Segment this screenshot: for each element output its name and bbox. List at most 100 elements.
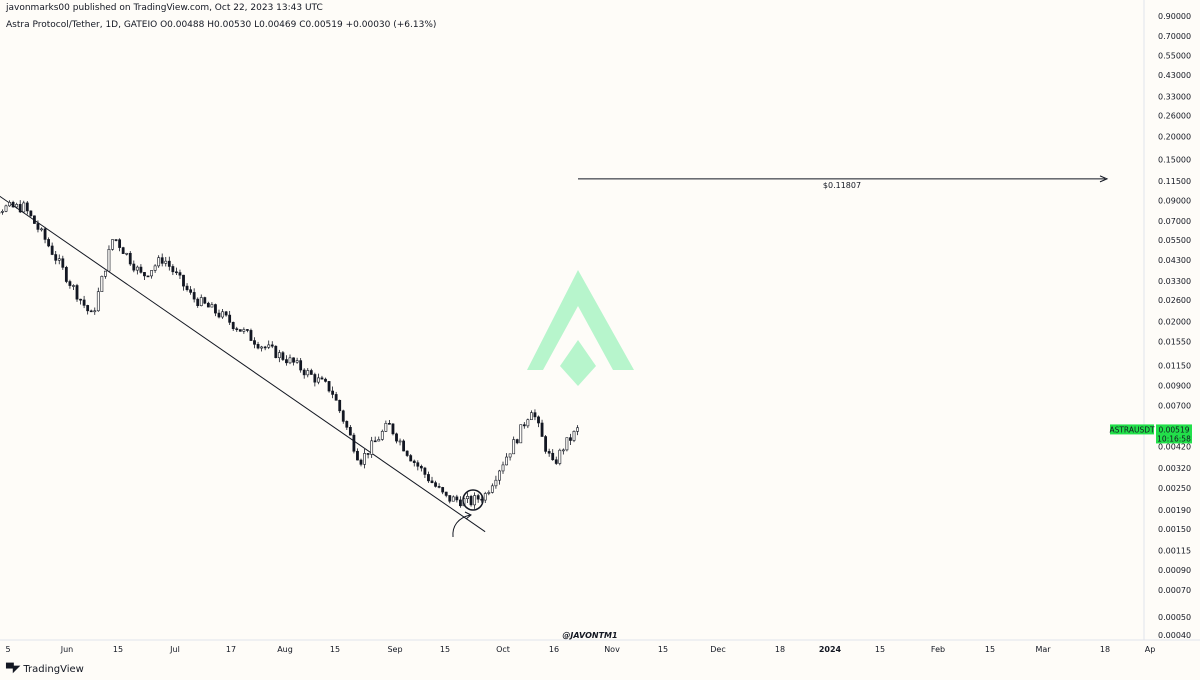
y-tick-label: 0.26000 <box>1158 112 1191 121</box>
x-tick-label: 16 <box>549 645 559 654</box>
candle-body <box>29 210 33 217</box>
candle-body <box>317 377 320 383</box>
candle-body <box>93 310 97 313</box>
candle-body <box>256 344 260 349</box>
candle-body <box>64 267 68 282</box>
high-value: H0.00530 <box>207 20 252 30</box>
x-tick-label: 15 <box>330 645 340 654</box>
y-tick-label: 0.00320 <box>1158 464 1191 473</box>
candle-body <box>68 281 72 286</box>
candle-body <box>522 424 526 427</box>
y-tick-label: 0.00250 <box>1158 484 1191 493</box>
x-tick-label: 17 <box>226 645 236 654</box>
candle-body <box>292 357 295 363</box>
y-tick-label: 0.02000 <box>1158 317 1191 326</box>
y-tick-label: 0.00040 <box>1158 631 1191 640</box>
candle-body <box>341 410 345 422</box>
candle-body <box>246 329 249 331</box>
candle-body <box>270 344 274 347</box>
x-tick-label: 15 <box>875 645 885 654</box>
candle-body <box>199 297 203 306</box>
candle-body <box>434 482 437 487</box>
candle-body <box>380 431 384 440</box>
candle-body <box>196 298 200 306</box>
candle-body <box>217 312 221 318</box>
y-tick-label: 0.33000 <box>1158 92 1191 101</box>
candle-body <box>487 492 491 494</box>
astra-logo-diamond <box>560 340 596 386</box>
candle-body <box>253 340 256 345</box>
candle-body <box>146 275 150 278</box>
candle-body <box>260 346 264 349</box>
candle-body <box>175 271 178 274</box>
candle-body <box>189 289 193 293</box>
astra-logo-icon <box>527 270 634 370</box>
candle-body <box>419 465 423 469</box>
y-tick-label: 0.55000 <box>1158 52 1191 61</box>
x-tick-label: 18 <box>1100 645 1110 654</box>
candle-body <box>203 297 207 304</box>
candle-body <box>412 460 416 463</box>
footer: ▀◤ TradingView <box>6 664 84 675</box>
candle-body <box>466 496 469 500</box>
watermark-text: @JAVONTM1 <box>562 631 617 640</box>
candle-body <box>221 311 224 318</box>
candle-body <box>334 394 338 401</box>
candle-body <box>135 266 139 271</box>
candle-body <box>572 431 576 441</box>
candle-body <box>576 427 579 432</box>
candle-body <box>178 272 182 276</box>
candle-body <box>118 239 122 248</box>
candle-body <box>277 352 281 359</box>
price-badge <box>1156 424 1192 444</box>
downtrend-line <box>0 195 486 533</box>
candle-body <box>530 412 533 421</box>
candle-body <box>437 486 441 488</box>
y-tick-label: 0.00420 <box>1158 442 1191 451</box>
candle-body <box>192 292 196 300</box>
candle-body <box>501 464 505 472</box>
candle-body <box>402 440 406 452</box>
candle-body <box>1 211 4 213</box>
candle-body <box>483 493 487 501</box>
candle-body <box>128 252 132 265</box>
candle-body <box>370 440 374 455</box>
candle-body <box>512 439 516 455</box>
y-tick-label: 0.01150 <box>1158 362 1191 371</box>
candle-body <box>100 275 104 292</box>
candle-body <box>274 345 278 359</box>
x-tick-label: 15 <box>113 645 123 654</box>
y-tick-label: 0.43000 <box>1158 71 1191 80</box>
candle-body <box>540 422 544 437</box>
candle-body <box>214 304 217 314</box>
candle-body <box>359 459 363 465</box>
y-tick-label: 0.09000 <box>1158 197 1191 206</box>
y-tick-label: 0.07000 <box>1158 217 1191 226</box>
candle-body <box>324 378 327 382</box>
y-tick-label: 0.11500 <box>1158 177 1191 186</box>
y-tick-label: 0.02600 <box>1158 296 1191 305</box>
candle-body <box>345 421 349 428</box>
candle-body <box>33 215 36 224</box>
candle-body <box>441 487 445 493</box>
candle-body <box>61 258 65 268</box>
y-tick-label: 0.05500 <box>1158 236 1191 245</box>
candle-body <box>4 205 8 212</box>
candle-body <box>25 202 29 212</box>
candle-body <box>444 491 448 496</box>
candle-body <box>391 423 395 435</box>
target-label: $0.11807 <box>823 181 861 190</box>
candle-body <box>309 370 313 375</box>
candle-body <box>388 423 391 425</box>
x-tick-label: 15 <box>985 645 995 654</box>
candle-body <box>398 440 402 443</box>
candle-body <box>157 257 161 267</box>
candle-body <box>57 258 61 261</box>
candle-body <box>125 252 129 255</box>
candle-body <box>43 228 47 240</box>
symbol-badge-label: ASTRAUSDT <box>1109 425 1155 434</box>
candle-body <box>121 247 125 254</box>
candle-body <box>267 344 271 348</box>
candle-body <box>47 239 51 247</box>
